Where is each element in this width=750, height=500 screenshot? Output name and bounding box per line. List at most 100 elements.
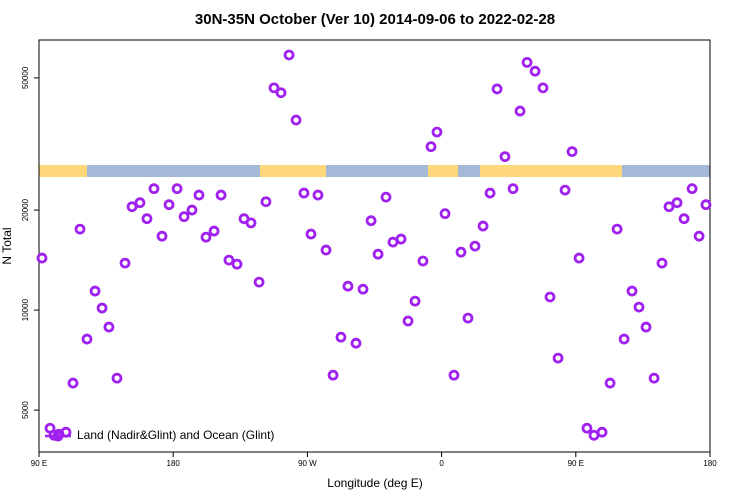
data-point: [335, 331, 347, 343]
data-point: [327, 369, 339, 381]
land-ocean-strip: [39, 165, 710, 177]
y-tick-label: 5000: [21, 401, 30, 419]
x-tick-label: 0: [439, 459, 444, 468]
data-point: [402, 315, 414, 327]
data-point: [81, 333, 93, 345]
data-point: [275, 87, 287, 99]
chart-title: 30N-35N October (Ver 10) 2014-09-06 to 2…: [195, 11, 555, 28]
data-point: [312, 189, 324, 201]
data-point: [395, 233, 407, 245]
data-point: [581, 422, 593, 434]
legend-marker: [52, 430, 64, 442]
data-point: [477, 220, 489, 232]
data-point: [111, 372, 123, 384]
data-point: [357, 283, 369, 295]
land-band: [260, 165, 326, 177]
data-point: [134, 197, 146, 209]
data-point: [552, 352, 564, 364]
legend-label: Land (Nadir&Glint) and Ocean (Glint): [77, 428, 274, 442]
data-point: [372, 248, 384, 260]
x-tick-label: 90 E: [568, 459, 584, 468]
data-point: [514, 105, 526, 117]
data-point: [178, 211, 190, 223]
data-point: [491, 83, 503, 95]
data-point: [663, 201, 675, 213]
data-point: [141, 213, 153, 225]
data-point: [186, 204, 198, 216]
land-band: [428, 165, 458, 177]
x-axis-label: Longitude (deg E): [327, 476, 422, 490]
data-point: [469, 240, 481, 252]
data-point: [126, 201, 138, 213]
data-point: [529, 65, 541, 77]
data-point: [156, 230, 168, 242]
data-point: [350, 337, 362, 349]
data-point: [208, 225, 220, 237]
data-point: [67, 377, 79, 389]
data-point: [633, 301, 645, 313]
data-point: [448, 369, 460, 381]
data-point: [640, 321, 652, 333]
data-point: [678, 213, 690, 225]
data-point: [36, 252, 48, 264]
data-point: [686, 183, 698, 195]
data-point: [626, 285, 638, 297]
data-point: [268, 82, 280, 94]
data-point: [283, 49, 295, 61]
data-point: [200, 231, 212, 243]
data-point: [215, 189, 227, 201]
data-point: [484, 187, 496, 199]
y-tick-label: 10000: [21, 298, 30, 321]
data-point: [507, 183, 519, 195]
data-point: [596, 426, 608, 438]
data-point: [193, 189, 205, 201]
land-band: [39, 165, 87, 177]
x-tick-label: 90 W: [298, 459, 317, 468]
data-point: [380, 191, 392, 203]
data-point: [305, 228, 317, 240]
y-axis-label: N Total: [0, 227, 14, 264]
data-point: [365, 215, 377, 227]
data-point: [537, 82, 549, 94]
data-point: [231, 258, 243, 270]
data-point: [656, 257, 668, 269]
data-point: [693, 230, 705, 242]
data-point: [223, 254, 235, 266]
data-point: [298, 187, 310, 199]
data-point: [462, 312, 474, 324]
data-point: [566, 146, 578, 158]
data-point: [245, 217, 257, 229]
data-point: [342, 280, 354, 292]
y-tick-label: 50000: [21, 66, 30, 89]
data-point: [618, 333, 630, 345]
data-point: [148, 183, 160, 195]
data-point: [74, 223, 86, 235]
data-point: [611, 223, 623, 235]
data-point: [409, 295, 421, 307]
data-point: [320, 244, 332, 256]
plot-frame: [38, 39, 711, 453]
data-point: [604, 377, 616, 389]
data-point: [671, 197, 683, 209]
data-point: [171, 183, 183, 195]
data-point: [439, 208, 451, 220]
data-point: [573, 252, 585, 264]
data-point: [290, 114, 302, 126]
data-point: [648, 372, 660, 384]
y-tick-label: 20000: [21, 198, 30, 221]
data-point: [163, 199, 175, 211]
data-point: [89, 285, 101, 297]
data-point: [260, 196, 272, 208]
data-point: [521, 56, 533, 68]
data-point: [431, 126, 443, 138]
data-point: [417, 255, 429, 267]
data-point: [455, 246, 467, 258]
data-point: [700, 199, 712, 211]
data-point: [119, 257, 131, 269]
x-tick-label: 180: [703, 459, 717, 468]
x-tick-label: 90 E: [31, 459, 47, 468]
data-point: [253, 276, 265, 288]
data-point: [499, 151, 511, 163]
land-band: [480, 165, 622, 177]
